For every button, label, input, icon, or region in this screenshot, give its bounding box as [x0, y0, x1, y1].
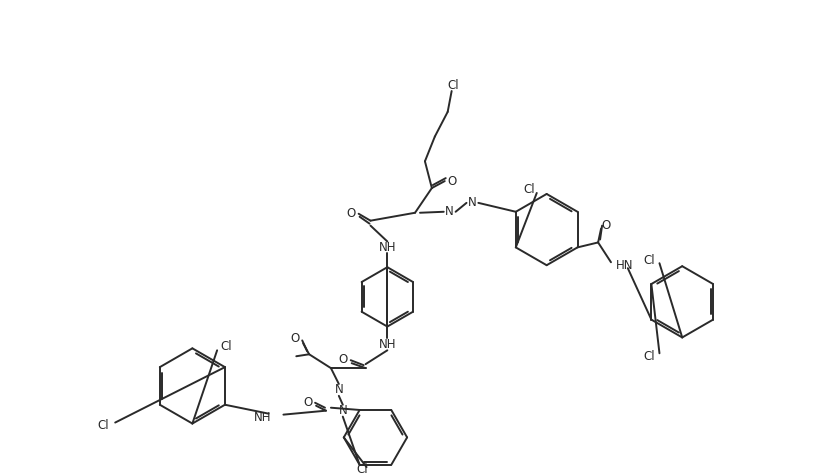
Text: Cl: Cl: [522, 184, 534, 197]
Text: O: O: [290, 332, 299, 345]
Text: Cl: Cl: [642, 350, 654, 363]
Text: N: N: [445, 205, 453, 218]
Text: O: O: [338, 353, 347, 366]
Text: HN: HN: [615, 259, 633, 272]
Text: NH: NH: [254, 411, 271, 424]
Text: Cl: Cl: [356, 463, 368, 476]
Text: O: O: [303, 396, 313, 409]
Text: O: O: [345, 207, 355, 220]
Text: Cl: Cl: [642, 254, 654, 267]
Text: N: N: [334, 383, 343, 397]
Text: N: N: [338, 404, 347, 417]
Text: O: O: [601, 219, 610, 232]
Text: Cl: Cl: [97, 419, 109, 432]
Text: Cl: Cl: [220, 340, 232, 353]
Text: O: O: [446, 175, 456, 188]
Text: NH: NH: [378, 241, 395, 254]
Text: Cl: Cl: [447, 79, 459, 91]
Text: NH: NH: [378, 338, 395, 351]
Text: N: N: [467, 197, 477, 209]
